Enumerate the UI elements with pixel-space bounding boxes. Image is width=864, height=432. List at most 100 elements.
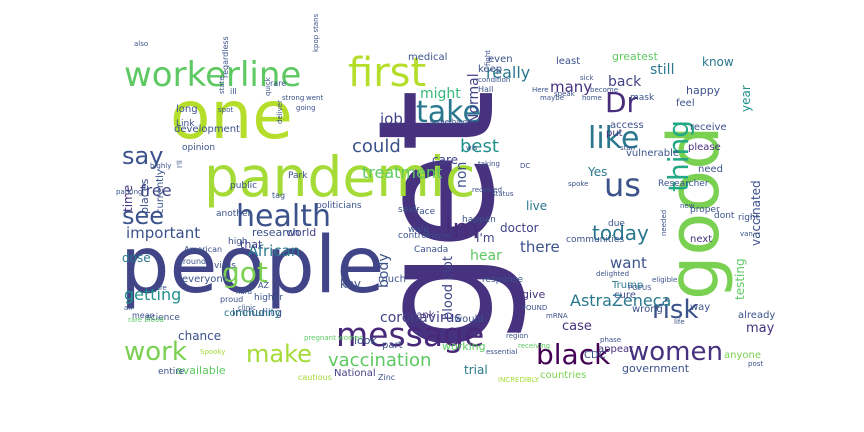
word-job: job: [379, 110, 403, 128]
word-become: become: [590, 86, 618, 94]
word-part: part: [382, 340, 403, 351]
word-key: key: [340, 277, 361, 291]
word-currently: currently: [155, 169, 166, 214]
word-may: may: [746, 321, 775, 336]
word-already: already: [738, 310, 775, 321]
word-vaccinated: vaccinated: [749, 180, 763, 246]
word-anyone: anyone: [724, 350, 761, 361]
word-today: today: [592, 221, 649, 245]
word-found: FOUND: [522, 304, 547, 312]
word-us: us: [604, 166, 641, 204]
word-including: including: [232, 306, 282, 319]
word-long: long: [176, 104, 198, 115]
word-risk: risk: [652, 295, 699, 325]
word-highly: highly: [150, 162, 171, 170]
word-going: going: [296, 104, 316, 112]
word-non: non: [454, 162, 470, 188]
cloud-background: [118, 44, 768, 386]
word-get: get: [343, 89, 530, 352]
word-need: need: [698, 164, 723, 175]
word-i-m: I'm: [476, 231, 495, 245]
word-maybe: maybe: [540, 94, 564, 102]
word-politicians: politicians: [316, 201, 362, 211]
word-black: black: [536, 338, 611, 371]
word-proud: proud: [220, 295, 243, 304]
word-really: really: [486, 63, 530, 82]
word-received: received: [472, 186, 502, 194]
word-women: women: [628, 337, 723, 367]
word-back: back: [608, 74, 642, 90]
word-cautious: cautious: [298, 373, 332, 382]
word-another: another: [216, 209, 251, 219]
word-important: important: [126, 224, 200, 242]
word-thank: thank: [406, 310, 435, 321]
word-first: first: [348, 50, 426, 96]
word-coronavirus: coronavirus: [380, 310, 462, 326]
word-zinc: Zinc: [378, 373, 395, 382]
word-life: life: [674, 318, 685, 326]
word-wale: wale: [408, 225, 429, 235]
word-researcher: Researcher: [658, 179, 709, 189]
word-region: region: [506, 332, 528, 340]
word-regardless: regardless: [221, 36, 230, 78]
word-something: something: [430, 118, 467, 126]
word-strong: strong: [282, 94, 304, 102]
word-development: development: [174, 124, 240, 135]
word-testing: testing: [733, 258, 747, 300]
word-parking: parking: [116, 188, 143, 196]
word-want: want: [610, 254, 647, 272]
word-incredibly: INCREDIBLY: [498, 376, 540, 384]
word-getting: getting: [124, 285, 181, 304]
word-dc: DC: [520, 162, 530, 170]
word-astrazeneca: AstraZeneca: [570, 291, 671, 310]
word-science: science: [146, 313, 180, 323]
word-air: air: [124, 304, 133, 312]
word-pandemic: pandemic: [204, 145, 475, 209]
word-mrna: mRNA: [546, 312, 568, 320]
word-canada: Canada: [414, 245, 448, 255]
word-also: also: [134, 40, 148, 48]
word-van: van: [740, 230, 753, 238]
word-working: working: [442, 340, 486, 353]
word-around: around: [178, 257, 206, 266]
word-ill: ill: [230, 87, 237, 96]
word-like: like: [588, 121, 639, 156]
word-time: time: [121, 185, 135, 212]
word-know: know: [702, 55, 734, 69]
word-african: African: [248, 242, 300, 260]
word-taking: taking: [478, 160, 500, 168]
word-dr: Dr: [605, 86, 639, 119]
word-wrong: wrong: [632, 304, 663, 315]
word-message: message: [336, 315, 484, 354]
word-appear: appear: [598, 344, 634, 355]
word-potus: POTUS: [628, 284, 652, 292]
word-public: public: [230, 181, 257, 191]
word-rare: rare: [270, 79, 286, 88]
word-im: Im: [444, 212, 480, 245]
word-that: that: [240, 238, 263, 251]
word-normal: Normal: [466, 73, 482, 124]
word-dont: dont: [714, 211, 735, 221]
word-here: Here: [532, 86, 549, 94]
word-way: way: [690, 302, 710, 313]
word-az: AZ: [258, 281, 269, 290]
word-opinion: opinion: [182, 143, 215, 153]
word-many: many: [550, 78, 592, 96]
word-right: right: [738, 213, 760, 223]
word-free: free: [140, 181, 172, 200]
word-cdc: CDC: [584, 350, 606, 361]
word-live: live: [526, 199, 547, 213]
word-dose: dose: [122, 251, 151, 265]
word-give: give: [522, 288, 546, 301]
word-community: community: [224, 308, 280, 319]
word-work: work: [124, 337, 187, 367]
word-spoke: spoke: [568, 180, 588, 188]
word-home: home: [582, 94, 602, 102]
word-speak: speak: [554, 90, 576, 98]
word-hear: hear: [470, 248, 502, 264]
word-countries: countries: [540, 370, 586, 381]
word-rare-blood: rare blood: [128, 316, 164, 324]
word-one: one: [170, 77, 293, 154]
word-clinic: clinic: [238, 304, 256, 312]
